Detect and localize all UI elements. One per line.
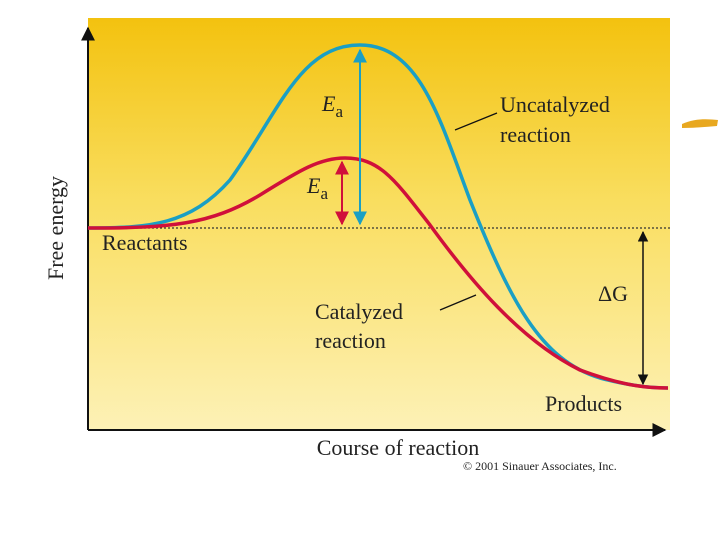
copyright: © 2001 Sinauer Associates, Inc.	[463, 459, 617, 473]
ea-label: Ea	[321, 91, 343, 121]
catalyzed-label: Catalyzed	[315, 299, 403, 324]
ea-subscript: a	[335, 102, 343, 121]
delta-g-label: ΔG	[598, 281, 628, 306]
catalyzed-label: reaction	[315, 328, 386, 353]
ea-symbol: E	[321, 91, 336, 116]
leader-line	[454, 112, 498, 131]
ea-label: Ea	[306, 173, 328, 203]
smudge	[682, 119, 718, 128]
uncatalyzed-label: reaction	[500, 122, 571, 147]
y-axis-label: Free energy	[43, 176, 68, 280]
x-axis-label: Course of reaction	[317, 435, 480, 460]
uncatalyzed-label: Uncatalyzed	[500, 92, 610, 117]
leader-line	[439, 294, 477, 311]
catalyzed-curve	[87, 156, 669, 390]
reactants-label: Reactants	[102, 230, 188, 255]
ea-symbol: E	[306, 173, 321, 198]
ea-subscript: a	[320, 184, 328, 203]
products-label: Products	[545, 391, 622, 416]
